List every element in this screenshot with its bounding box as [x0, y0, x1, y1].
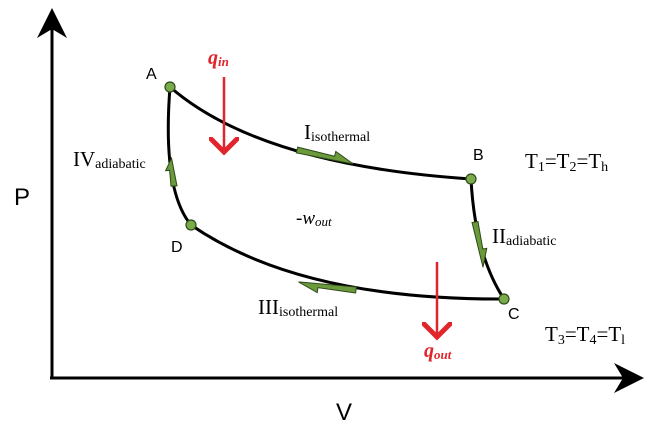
y-axis-label: P [14, 184, 30, 211]
x-axis-label: V [336, 399, 352, 426]
process-2-label: IIadiabatic [492, 224, 557, 249]
heat-in-label: qin [208, 47, 229, 69]
arrow-process-4 [164, 156, 178, 187]
process-4-label: IVadiabatic [73, 147, 146, 172]
label-c: C [508, 306, 520, 323]
point-d [185, 219, 197, 231]
arrow-process-3 [298, 281, 357, 294]
process-3-curve [190, 223, 505, 301]
point-c [498, 293, 510, 305]
work-label: -wout [296, 208, 332, 229]
process-4-curve [166, 86, 193, 226]
arrow-process-1 [295, 146, 354, 165]
process-3-label: IIIisothermal [258, 295, 338, 320]
label-b: B [473, 147, 484, 164]
arrow-process-2 [471, 220, 488, 268]
label-d: D [171, 239, 183, 256]
hot-temperature-relation: T1=T2=Th [525, 149, 608, 175]
heat-out-label: qout [424, 340, 452, 362]
process-1-label: Iisothermal [304, 120, 370, 145]
process-1-curve [169, 85, 472, 181]
cold-temperature-relation: T3=T4=Tl [545, 322, 625, 348]
label-a: A [146, 66, 157, 83]
point-a [164, 81, 176, 93]
point-b [465, 173, 477, 185]
